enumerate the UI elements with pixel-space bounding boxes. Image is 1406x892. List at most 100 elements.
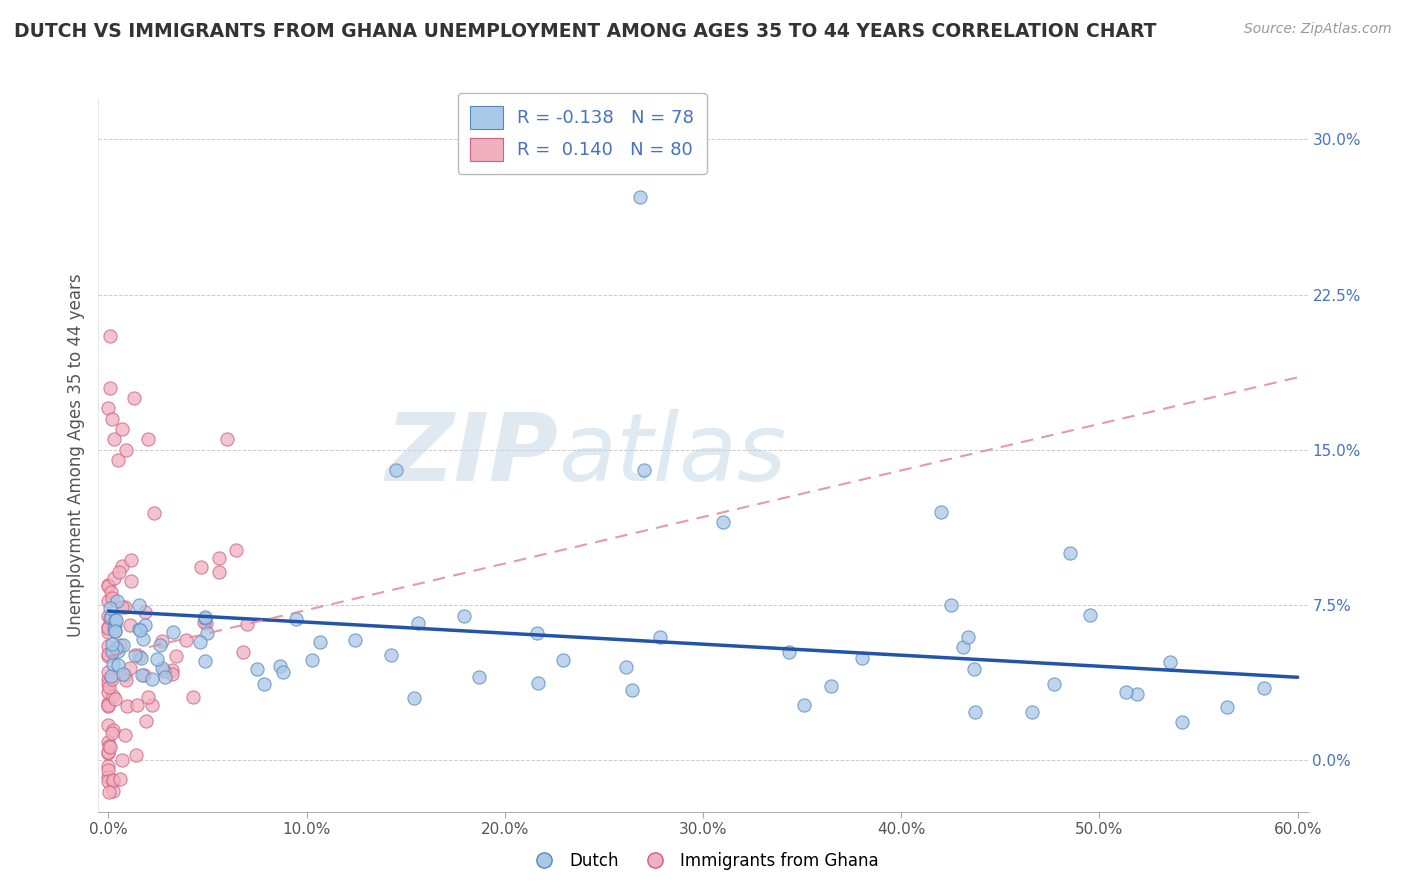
Point xyxy=(97,578,120,592)
Point xyxy=(111,666,134,681)
Point xyxy=(104,613,127,627)
Point xyxy=(136,690,159,704)
Point xyxy=(97,773,120,788)
Point xyxy=(115,442,138,457)
Point xyxy=(97,677,120,691)
Point xyxy=(97,609,120,624)
Point xyxy=(131,668,153,682)
Point xyxy=(107,644,129,658)
Point xyxy=(793,698,815,713)
Point xyxy=(97,770,120,784)
Point xyxy=(188,635,211,649)
Point xyxy=(1126,687,1149,701)
Point xyxy=(1059,546,1081,560)
Point xyxy=(284,612,307,626)
Point xyxy=(118,618,141,632)
Point xyxy=(253,677,276,691)
Point xyxy=(380,648,402,662)
Point xyxy=(98,329,121,343)
Point xyxy=(97,684,120,698)
Point xyxy=(104,624,127,639)
Point xyxy=(97,624,120,639)
Point xyxy=(273,665,295,679)
Point xyxy=(193,610,215,624)
Legend: R = -0.138   N = 78, R =  0.140   N = 80: R = -0.138 N = 78, R = 0.140 N = 80 xyxy=(457,93,707,174)
Point xyxy=(620,682,643,697)
Point xyxy=(114,673,136,688)
Point xyxy=(110,638,132,652)
Point xyxy=(97,647,120,661)
Point xyxy=(225,543,247,558)
Point xyxy=(101,772,124,787)
Point xyxy=(633,463,655,477)
Point xyxy=(406,615,429,630)
Point xyxy=(131,632,153,646)
Point xyxy=(101,645,124,659)
Point xyxy=(104,624,127,639)
Point xyxy=(1021,705,1043,719)
Point xyxy=(98,784,121,798)
Point xyxy=(149,638,172,652)
Point xyxy=(232,645,254,659)
Point xyxy=(778,645,800,659)
Point xyxy=(141,698,163,712)
Point xyxy=(124,648,146,662)
Point xyxy=(97,717,120,731)
Point xyxy=(153,670,176,684)
Point xyxy=(101,773,124,788)
Point xyxy=(146,652,169,666)
Point xyxy=(103,621,125,635)
Point xyxy=(526,625,548,640)
Point xyxy=(98,739,121,754)
Point xyxy=(128,649,150,664)
Point xyxy=(269,659,291,673)
Point xyxy=(98,610,121,624)
Point xyxy=(217,433,239,447)
Point xyxy=(963,662,986,676)
Point xyxy=(122,391,145,405)
Point xyxy=(134,668,156,682)
Point xyxy=(97,620,120,634)
Point xyxy=(97,696,120,710)
Point xyxy=(98,600,121,615)
Point xyxy=(103,783,125,797)
Point xyxy=(236,616,259,631)
Point xyxy=(104,618,127,632)
Text: Source: ZipAtlas.com: Source: ZipAtlas.com xyxy=(1244,22,1392,37)
Point xyxy=(193,610,215,624)
Point xyxy=(107,453,129,467)
Point xyxy=(195,615,218,630)
Point xyxy=(1043,676,1066,690)
Point xyxy=(194,654,217,668)
Point xyxy=(108,565,131,579)
Point xyxy=(125,747,148,762)
Point xyxy=(118,661,141,675)
Point xyxy=(97,579,120,593)
Point xyxy=(129,651,152,665)
Point xyxy=(100,669,122,683)
Point xyxy=(97,665,120,680)
Point xyxy=(114,729,136,743)
Point xyxy=(105,640,128,655)
Point xyxy=(162,625,184,640)
Point xyxy=(468,670,491,684)
Point xyxy=(711,515,734,529)
Point xyxy=(851,651,873,665)
Point xyxy=(125,698,148,712)
Point xyxy=(527,676,550,690)
Point xyxy=(308,635,330,649)
Point xyxy=(160,663,183,677)
Point xyxy=(101,637,124,651)
Point xyxy=(134,605,156,619)
Point xyxy=(114,668,136,682)
Point xyxy=(97,594,120,608)
Point xyxy=(98,740,121,755)
Point xyxy=(97,763,120,777)
Point xyxy=(453,609,475,624)
Point xyxy=(141,672,163,686)
Point xyxy=(111,753,134,767)
Point xyxy=(190,559,212,574)
Point xyxy=(101,672,124,686)
Point xyxy=(110,772,132,787)
Point xyxy=(820,679,842,693)
